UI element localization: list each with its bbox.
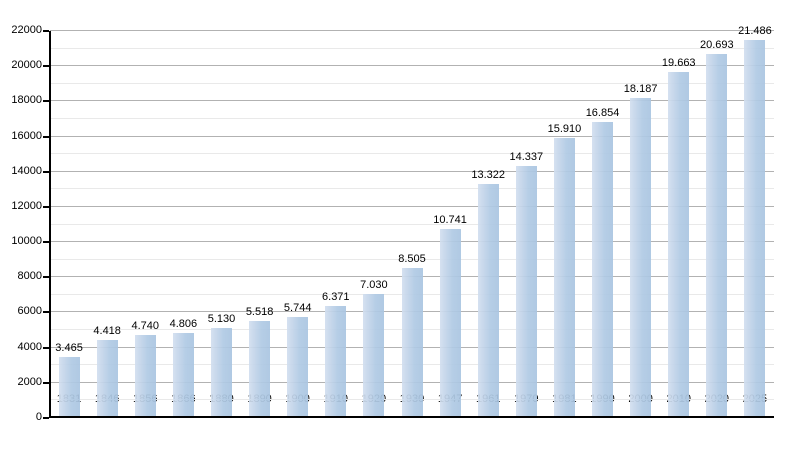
gridline-minor (50, 82, 774, 84)
bar-value-label: 4.806 (169, 318, 198, 331)
y-axis-tick-label: 14000 (11, 164, 42, 177)
x-axis-line (49, 416, 774, 418)
y-axis-tick (43, 65, 49, 68)
y-axis-tick-label: 8000 (17, 270, 42, 283)
gridline-major (50, 241, 774, 243)
bar-value-label: 5.744 (283, 301, 312, 314)
gridline-minor (50, 223, 774, 225)
bar-1970 (515, 165, 537, 416)
y-axis-tick-label: 10000 (11, 235, 42, 248)
bar-value-label: 21.486 (738, 25, 772, 38)
bar-1910 (325, 305, 347, 416)
bar-1846 (96, 340, 118, 416)
y-axis-tick (43, 417, 49, 419)
bar-value-label: 5.518 (245, 305, 274, 318)
bar-value-label: 8.505 (398, 253, 426, 266)
bar-value-label: 4.740 (131, 319, 160, 332)
bar-1920 (363, 294, 385, 416)
gridline-minor (50, 117, 774, 119)
gridline-minor (50, 188, 774, 190)
bar-2025 (744, 40, 766, 416)
bar-1890 (249, 320, 271, 416)
bar-1866 (172, 333, 194, 416)
y-axis-tick-label: 16000 (11, 129, 42, 142)
gridline-major (50, 65, 774, 67)
bar-value-label: 5.130 (207, 312, 236, 325)
y-axis-tick-label: 6000 (17, 305, 42, 318)
gridline-minor (50, 258, 774, 260)
bar-1900 (287, 316, 309, 416)
bar-value-label: 14.337 (509, 150, 544, 163)
y-axis-tick (43, 205, 49, 208)
y-axis-tick (43, 346, 49, 349)
y-axis-tick-label: 12000 (11, 199, 42, 212)
bar-1880 (210, 327, 232, 416)
bar-value-label: 6.371 (322, 290, 350, 303)
bar-2020 (706, 54, 728, 416)
bar-value-label: 18.187 (623, 83, 658, 96)
y-axis-tick-label: 0 (35, 411, 42, 423)
gridline-major (50, 135, 774, 137)
gridline-minor (50, 153, 774, 155)
bar-1981 (553, 138, 575, 416)
y-axis-tick (43, 241, 49, 244)
y-axis-tick-label: 2000 (17, 375, 42, 388)
y-axis-tick (43, 276, 49, 279)
y-axis-tick-label: 20000 (11, 59, 42, 72)
bar-1856 (134, 334, 156, 416)
y-axis-tick-label: 4000 (17, 340, 42, 353)
y-axis-tick (43, 100, 49, 103)
y-axis-tick (43, 135, 49, 138)
gridline-minor (50, 47, 774, 49)
y-axis-tick (43, 30, 49, 32)
bar-value-label: 4.418 (93, 325, 121, 338)
bar-value-label: 3.465 (55, 342, 83, 355)
y-axis-tick (43, 170, 49, 173)
bar-value-label: 13.322 (471, 168, 506, 181)
bar-value-label: 10.741 (433, 214, 467, 227)
y-axis-tick-label: 22000 (11, 24, 42, 36)
bar-value-label: 15.910 (547, 123, 582, 136)
bar-value-label: 7.030 (360, 279, 388, 292)
bar-value-label: 19.663 (661, 57, 696, 70)
y-axis-tick-label: 18000 (11, 94, 42, 107)
bar-1947 (439, 229, 461, 416)
y-axis-tick (43, 381, 49, 384)
bar-2000 (630, 98, 652, 416)
bar-2010 (668, 72, 690, 416)
bar-1961 (477, 183, 499, 416)
gridline-major (50, 205, 774, 207)
y-axis-line (49, 31, 51, 418)
bar-value-label: 16.854 (585, 106, 620, 119)
bar-value-label: 20.693 (700, 39, 734, 51)
bar-1990 (592, 121, 614, 416)
bar-1831 (58, 357, 80, 416)
plot-area: 0 2000 4000 6000 8000 10000 12000 14000 16000 180… (11, 25, 774, 423)
gridline-major (50, 100, 774, 102)
gridline-major (50, 170, 774, 172)
y-axis-tick (43, 311, 49, 314)
gridline-major (50, 30, 774, 31)
bar-1930 (401, 268, 423, 416)
